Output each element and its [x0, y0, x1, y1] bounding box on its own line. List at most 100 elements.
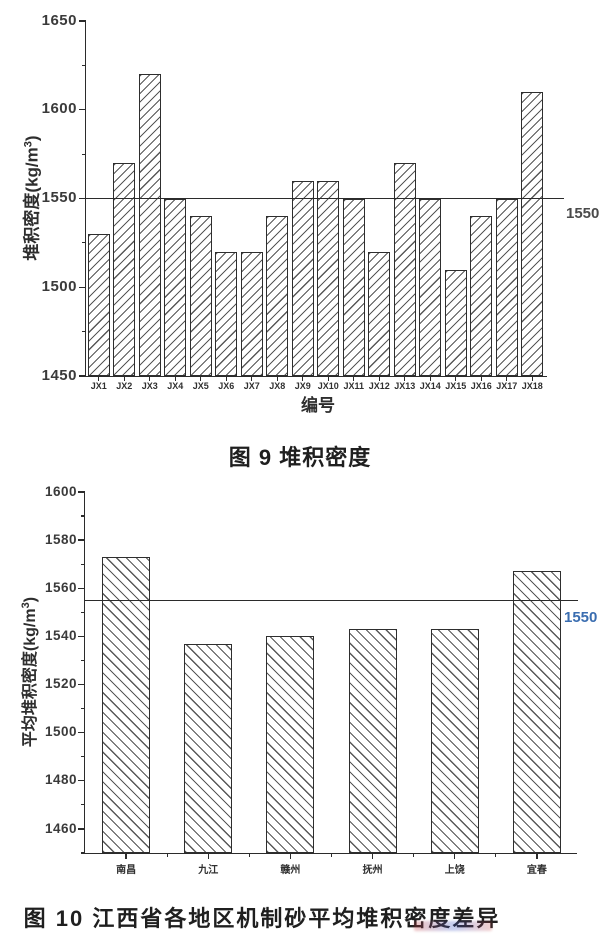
x-label-JX13: JX13 — [394, 381, 416, 391]
bar-南昌 — [102, 556, 151, 853]
figure-10-caption: 图 10 江西省各地区机制砂平均堆积密度差异 — [23, 906, 501, 931]
x-label-上饶: 上饶 — [444, 865, 465, 876]
fig9-x-axis-title: 编号 — [301, 396, 335, 415]
x-major-tick — [429, 376, 431, 381]
bar-JX11 — [342, 198, 365, 376]
x-label-JX16: JX16 — [470, 381, 492, 391]
x-label-JX15: JX15 — [445, 381, 467, 391]
y-tick-label: 1560 — [44, 579, 77, 595]
x-major-tick — [353, 376, 355, 381]
figure-9-caption: 图 9 堆积密度 — [228, 445, 372, 470]
y-major-tick — [78, 780, 85, 782]
y-major-tick — [78, 539, 85, 541]
y-tick-label: 1460 — [44, 820, 77, 836]
bar-九江 — [184, 643, 233, 853]
x-label-南昌: 南昌 — [116, 865, 137, 876]
x-label-JX9: JX9 — [294, 381, 311, 391]
x-label-JX11: JX11 — [343, 381, 365, 391]
y-minor-tick — [81, 611, 85, 613]
reference-line-label: 1550 — [566, 205, 600, 222]
y-tick-label: 1480 — [44, 772, 77, 788]
bar-JX2 — [113, 163, 136, 376]
x-major-tick — [480, 376, 482, 381]
y-minor-tick — [81, 852, 85, 854]
bar-JX3 — [138, 74, 161, 376]
x-label-JX3: JX3 — [141, 381, 158, 391]
bar-JX12 — [368, 251, 391, 376]
y-tick-label: 1550 — [41, 189, 77, 207]
x-minor-tick — [166, 853, 168, 857]
x-major-tick — [98, 376, 100, 381]
x-major-tick — [174, 376, 176, 381]
y-tick-label: 1450 — [41, 366, 77, 384]
y-major-tick — [78, 731, 85, 734]
x-label-JX4: JX4 — [167, 381, 184, 391]
y-minor-tick — [81, 659, 85, 662]
x-label-JX14: JX14 — [419, 381, 441, 391]
y-tick-label: 1500 — [44, 724, 77, 740]
y-major-tick — [78, 635, 85, 638]
y-minor-tick — [81, 563, 85, 565]
bar-JX10 — [317, 180, 340, 376]
y-major-tick — [79, 197, 86, 200]
x-major-tick — [251, 376, 253, 381]
bar-JX8 — [266, 216, 289, 376]
x-label-JX7: JX7 — [243, 381, 260, 391]
y-minor-tick — [82, 242, 86, 244]
x-major-tick — [200, 376, 202, 381]
x-label-JX17: JX17 — [496, 381, 518, 391]
y-major-tick — [78, 683, 85, 686]
y-major-tick — [79, 20, 86, 22]
y-tick-label: 1600 — [44, 483, 77, 499]
y-minor-tick — [81, 515, 85, 517]
fig-x-axis — [83, 852, 577, 855]
x-minor-tick — [495, 853, 497, 857]
bar-上饶 — [430, 629, 479, 853]
bar-JX1 — [87, 234, 110, 376]
x-minor-tick — [248, 853, 250, 857]
y-minor-tick — [82, 153, 86, 155]
fig9-y-axis-title-sup: 3 — [22, 141, 35, 148]
x-label-JX10: JX10 — [317, 381, 339, 391]
bar-JX7 — [240, 251, 263, 376]
y-major-tick — [79, 286, 86, 288]
x-major-tick — [454, 853, 456, 859]
x-label-赣州: 赣州 — [280, 865, 301, 876]
y-major-tick — [78, 491, 85, 493]
bar-JX5 — [189, 216, 212, 376]
x-major-tick — [123, 376, 125, 381]
watermark-artifact — [414, 921, 492, 931]
reference-line-label: 1550 — [564, 609, 598, 626]
x-major-tick — [404, 376, 406, 381]
x-major-tick — [225, 376, 227, 381]
y-minor-tick — [82, 331, 86, 333]
x-label-JX12: JX12 — [368, 381, 390, 391]
bar-JX17 — [495, 198, 518, 376]
x-major-tick — [327, 376, 329, 381]
y-tick-label: 1580 — [44, 531, 77, 547]
x-major-tick — [371, 853, 374, 859]
bar-宜春 — [512, 571, 561, 853]
bar-JX16 — [470, 216, 493, 376]
fig10-y-axis-title-close: ) — [22, 596, 39, 603]
x-label-宜春: 宜春 — [526, 865, 547, 876]
x-major-tick — [207, 853, 209, 859]
x-minor-tick — [330, 853, 333, 857]
fig-y-axis — [83, 492, 86, 853]
y-major-tick — [79, 109, 86, 111]
x-major-tick — [125, 853, 127, 859]
x-label-JX18: JX18 — [521, 381, 543, 391]
y-tick-label: 1540 — [44, 628, 77, 644]
reference-line — [85, 599, 578, 602]
x-minor-tick — [413, 853, 415, 857]
bar-JX18 — [521, 92, 544, 376]
x-major-tick — [531, 376, 533, 381]
y-major-tick — [78, 587, 85, 589]
x-major-tick — [289, 853, 292, 859]
x-major-tick — [149, 376, 151, 381]
x-label-JX8: JX8 — [269, 381, 286, 391]
y-minor-tick — [81, 708, 85, 710]
x-major-tick — [506, 376, 508, 381]
bar-JX9 — [291, 180, 314, 376]
